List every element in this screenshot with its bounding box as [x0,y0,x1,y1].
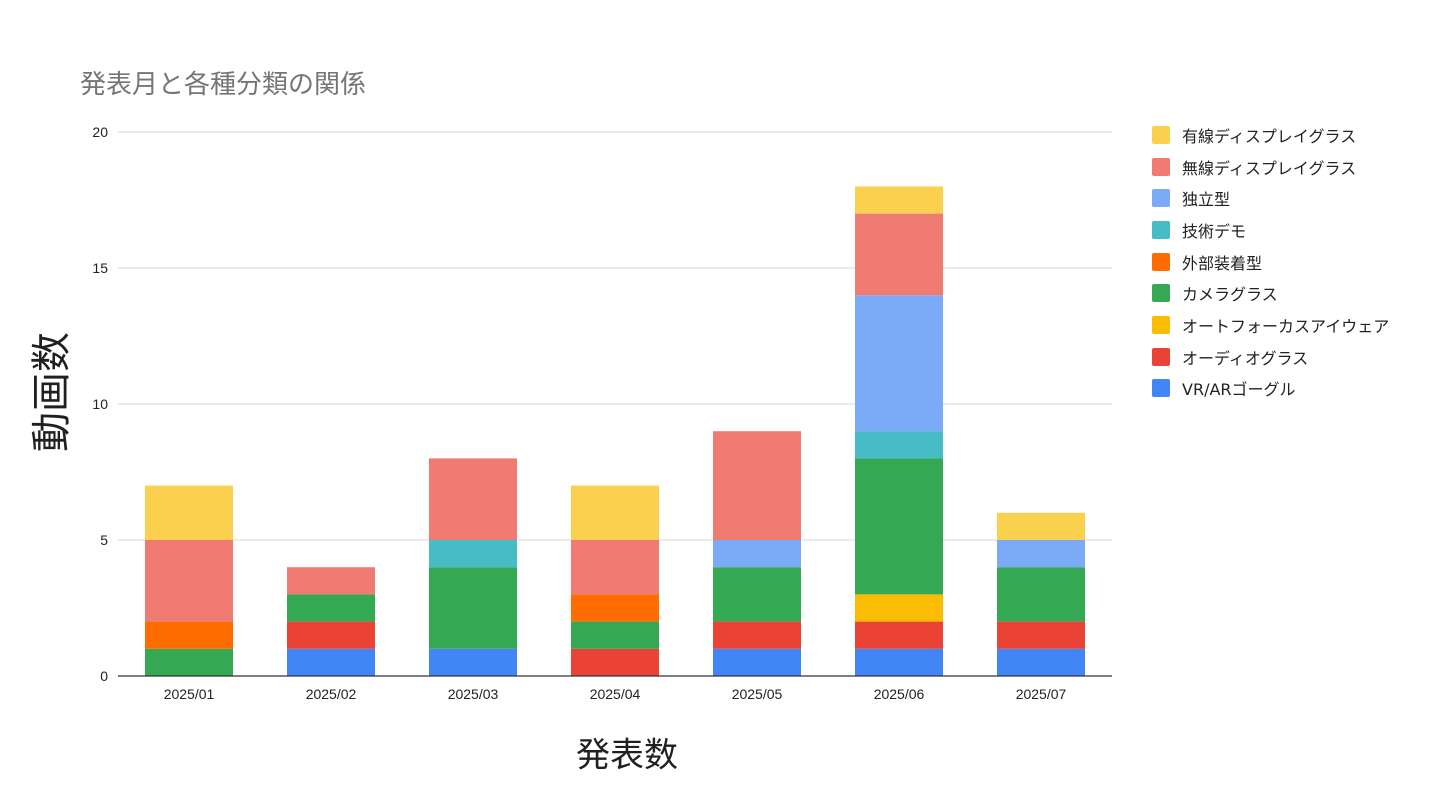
bar-segment [713,431,801,540]
y-tick-label: 15 [92,260,108,276]
x-axis-title: 発表数 [576,735,678,776]
x-tick-label: 2025/07 [1016,686,1067,702]
x-tick-label: 2025/01 [164,686,215,702]
legend-label: カメラグラス [1182,285,1278,305]
x-tick-label: 2025/03 [448,686,499,702]
legend-label: 独立型 [1182,190,1231,210]
legend-swatch [1152,379,1170,398]
bar-segment [855,295,943,432]
legend-label: 技術デモ [1182,221,1247,241]
legend-label: 外部装着型 [1182,253,1263,273]
legend-label: オートフォーカスアイウェア [1182,316,1390,336]
bar-segment [287,567,375,595]
legend-item: オートフォーカスアイウェア [1152,309,1389,341]
legend-label: 有線ディスプレイグラス [1182,126,1357,146]
legend-swatch [1152,125,1170,144]
bar-segment [571,485,659,540]
y-tick-label: 0 [100,668,108,684]
legend-swatch [1152,157,1170,176]
y-tick-label: 10 [92,396,108,412]
bar-segment [571,540,659,595]
bar-segment [429,540,517,568]
legend-swatch [1152,189,1170,208]
bar-segment [855,648,943,676]
legend: 有線ディスプレイグラス 無線ディスプレイグラス 独立型技術デモ外部装着型カメラグラス… [1152,119,1389,404]
x-tick-label: 2025/05 [732,686,783,702]
bar-segment [997,512,1085,540]
legend-label: VR/ARゴーグル [1182,380,1296,400]
bar-segment [287,594,375,622]
bar-segment [429,648,517,676]
y-tick-label: 5 [100,532,108,548]
legend-label: 無線ディスプレイグラス [1182,158,1357,178]
bar-segment [855,186,943,214]
bar-segment [855,458,943,595]
legend-swatch [1152,284,1170,303]
bar-segment [997,540,1085,568]
bar-segment [855,594,943,622]
legend-item: 独立型 [1152,182,1389,214]
bar-segment [997,567,1085,622]
legend-swatch [1152,252,1170,271]
bar-segment [713,540,801,568]
x-tick-label: 2025/04 [590,686,641,702]
bar-segment [429,458,517,540]
legend-swatch [1152,220,1170,239]
bar-segment [855,621,943,649]
bar-segment [997,621,1085,649]
bar-segment [287,621,375,649]
bar-segment [713,648,801,676]
y-tick-label: 20 [92,124,108,140]
bar-segment [855,431,943,459]
bar-segment [145,621,233,649]
bar-segment [997,648,1085,676]
legend-item: 技術デモ [1152,214,1389,246]
bar-segment [145,648,233,676]
bar-segment [713,621,801,649]
legend-item: VR/ARゴーグル [1152,373,1389,405]
bar-segment [145,485,233,540]
bar-segment [571,594,659,622]
legend-item: 外部装着型 [1152,246,1389,278]
bar-segment [429,567,517,649]
legend-item: 無線ディスプレイグラス [1152,151,1389,183]
legend-item: オーディオグラス [1152,341,1389,373]
x-tick-label: 2025/02 [306,686,357,702]
bar-segment [855,213,943,296]
legend-swatch [1152,315,1170,334]
legend-swatch [1152,347,1170,366]
bar-segment [713,567,801,622]
chart-title: 発表月と各種分類の関係 [80,70,367,100]
x-tick-label: 2025/06 [874,686,925,702]
bar-segment [287,648,375,676]
bar-segment [571,621,659,649]
bar-segment [571,648,659,676]
legend-label: オーディオグラス [1182,348,1309,368]
bar-segment [145,540,233,622]
legend-item: カメラグラス [1152,277,1389,309]
legend-item: 有線ディスプレイグラス [1152,119,1389,151]
